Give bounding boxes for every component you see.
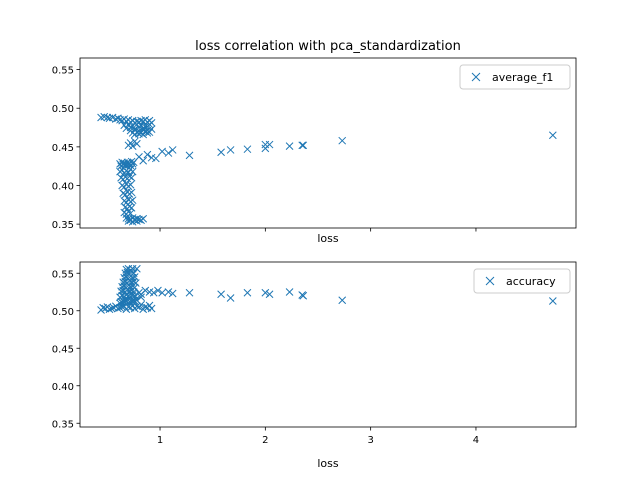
legend: accuracy [473, 268, 571, 294]
data-point [128, 196, 137, 205]
data-point [128, 167, 137, 176]
data-point [243, 145, 252, 154]
data-point [548, 297, 557, 305]
data-point [149, 288, 158, 297]
x-tick-label: 3 [367, 435, 373, 446]
y-tick-label: 0.50 [52, 104, 74, 115]
data-point [111, 302, 120, 311]
y-tick-label: 0.40 [52, 182, 74, 193]
data-point [133, 264, 141, 273]
data-point [164, 149, 173, 157]
data-point [127, 188, 136, 197]
data-point [265, 140, 274, 149]
subplot-top: 0.35 0.40 0.45 0.50 0.55 loss average_f1 [52, 57, 577, 245]
data-point [103, 303, 112, 311]
data-point [105, 114, 114, 123]
data-point [107, 304, 116, 313]
data-point [226, 146, 235, 154]
data-point [299, 141, 308, 150]
data-point [131, 279, 140, 287]
data-point [265, 290, 274, 299]
legend-box [459, 64, 571, 90]
x-axis-label: loss [317, 232, 339, 245]
x-tick-label: 1 [157, 435, 163, 446]
data-point [338, 136, 347, 145]
y-tick-label: 0.45 [52, 143, 74, 154]
x-tick-label: 4 [473, 435, 479, 446]
data-point [130, 283, 139, 292]
data-point [133, 296, 141, 305]
data-point [185, 151, 194, 160]
y-tick-label: 0.55 [52, 269, 74, 280]
data-point [217, 290, 225, 299]
data-point [261, 288, 270, 297]
data-point [151, 154, 160, 163]
legend-label: accuracy [506, 275, 556, 288]
data-point [143, 122, 152, 131]
x-axis-label: loss [317, 457, 339, 470]
y-tick-label: 0.55 [52, 66, 74, 77]
data-point [217, 148, 225, 157]
data-point [548, 131, 557, 140]
figure-title: loss correlation with pca_standardizatio… [195, 39, 461, 54]
data-point [97, 113, 105, 122]
data-point [298, 141, 307, 150]
legend-marker [471, 72, 481, 82]
plots-group: 0.35 0.40 0.45 0.50 0.55 loss average_f1 1 2 3 4 0.… [52, 57, 577, 470]
y-tick-label: 0.35 [52, 419, 74, 430]
legend-box [473, 268, 571, 294]
data-point [158, 147, 166, 156]
data-point [139, 156, 148, 165]
data-point [143, 129, 152, 137]
y-tick-label: 0.50 [52, 307, 74, 318]
data-point [128, 142, 137, 150]
legend: average_f1 [459, 64, 571, 90]
data-point [145, 301, 154, 310]
data-point [145, 128, 154, 137]
series-accuracy [97, 264, 557, 314]
data-point [139, 130, 148, 139]
data-point [100, 112, 109, 121]
data-point [226, 294, 235, 302]
y-tick-label: 0.45 [52, 344, 74, 355]
data-point [133, 139, 141, 148]
data-point [127, 173, 136, 182]
series-average_f1 [97, 112, 557, 226]
legend-marker [485, 276, 495, 286]
y-tick-label: 0.40 [52, 382, 74, 393]
data-point [243, 288, 252, 297]
data-point [154, 286, 162, 295]
x-tick-label: 2 [262, 435, 268, 446]
data-point [168, 146, 177, 154]
subplot-bottom: 1 2 3 4 0.35 0.40 0.45 0.50 0.55 loss accuracy [52, 261, 577, 470]
data-point [127, 157, 136, 166]
data-point [126, 123, 135, 132]
data-point [141, 286, 150, 295]
data-point [158, 288, 166, 297]
data-point [139, 214, 148, 223]
data-point [126, 180, 135, 189]
data-point [168, 289, 177, 298]
data-point [285, 288, 294, 296]
data-point [141, 303, 150, 311]
y-tick-label: 0.35 [52, 220, 74, 231]
data-point [338, 296, 347, 305]
legend-label: average_f1 [492, 71, 553, 84]
data-point [137, 293, 145, 302]
data-point [285, 142, 294, 150]
data-point [129, 158, 138, 167]
data-point [299, 291, 308, 300]
data-point [185, 288, 194, 297]
data-point [143, 150, 152, 159]
data-point [164, 288, 173, 296]
